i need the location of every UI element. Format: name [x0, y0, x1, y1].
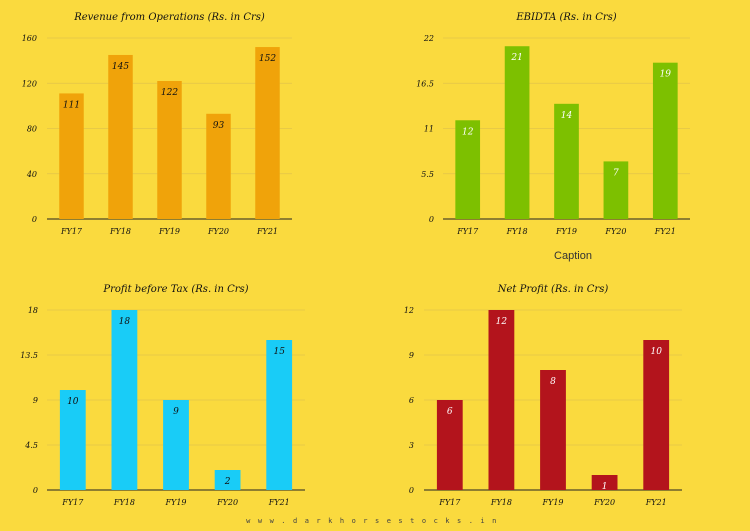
data-label: 9 [173, 407, 179, 417]
footer-url: www.darkhorsestocks.in [246, 517, 504, 525]
bar-fy19 [163, 400, 189, 490]
data-label: 12 [496, 317, 508, 327]
data-label: 122 [161, 88, 178, 98]
y-tick-label: 11 [424, 125, 434, 134]
bar-fy20 [591, 475, 618, 490]
y-tick-label: 9 [33, 396, 38, 405]
x-tick-label: FY18 [490, 498, 512, 507]
y-tick-label: 16.5 [416, 79, 434, 88]
data-label: 1 [602, 482, 608, 492]
y-tick-label: 22 [423, 34, 434, 43]
x-tick-label: FY21 [256, 227, 278, 236]
caption-text: Caption [554, 250, 592, 262]
y-tick-label: 9 [409, 351, 414, 360]
bar-fy20 [603, 161, 629, 219]
x-tick-label: FY20 [593, 498, 615, 507]
data-label: 21 [510, 53, 522, 63]
x-tick-label: FY19 [541, 498, 563, 507]
data-label: 15 [273, 347, 285, 357]
y-tick-label: 0 [429, 215, 434, 224]
x-tick-label: FY17 [60, 227, 83, 236]
y-tick-label: 4.5 [24, 441, 38, 450]
bar-fy19 [157, 80, 182, 219]
x-tick-label: FY18 [113, 498, 135, 507]
bar-fy17 [59, 93, 84, 219]
chart-title: EBIDTA (Rs. in Crs) [515, 12, 616, 23]
x-tick-label: FY17 [438, 498, 461, 507]
x-tick-label: FY20 [207, 227, 229, 236]
data-label: 93 [213, 121, 225, 131]
chart-1: Revenue from Operations (Rs. in Crs) 0 40 8… [22, 12, 292, 236]
chart-title: Profit before Tax (Rs. in Crs) [102, 284, 248, 295]
x-tick-label: FY18 [506, 227, 528, 236]
bar-fy17 [436, 400, 463, 490]
x-tick-label: FY20 [604, 227, 626, 236]
data-label: 12 [462, 127, 474, 137]
bar-fy21 [266, 340, 293, 490]
data-label: 10 [67, 397, 79, 407]
y-tick-label: 0 [33, 486, 38, 495]
x-tick-label: FY17 [61, 498, 84, 507]
bar-fy21 [255, 47, 280, 219]
y-tick-label: 18 [28, 306, 38, 315]
data-label: 145 [112, 62, 129, 72]
y-tick-label: 12 [404, 306, 414, 315]
y-tick-label: 120 [22, 79, 37, 88]
data-label: 8 [550, 377, 556, 387]
data-label: 14 [561, 111, 573, 121]
y-tick-label: 5.5 [421, 170, 434, 179]
x-tick-label: FY21 [645, 498, 667, 507]
bar-fy17 [455, 120, 481, 219]
bar-fy18 [111, 310, 138, 490]
x-tick-label: FY17 [456, 227, 479, 236]
bar-fy18 [488, 310, 515, 490]
bar-fy20 [214, 470, 241, 490]
data-label: 18 [119, 317, 131, 327]
y-tick-label: 80 [27, 125, 37, 134]
bar-fy18 [108, 54, 133, 219]
x-tick-label: FY19 [158, 227, 180, 236]
y-tick-label: 40 [26, 170, 37, 179]
chart-3: Profit before Tax (Rs. in Crs) 0 4.5 9 13.5 1… [20, 284, 305, 507]
x-tick-label: FY18 [109, 227, 131, 236]
y-tick-label: 160 [22, 34, 37, 43]
bar-fy19 [554, 103, 579, 219]
data-label: 6 [447, 407, 453, 417]
bar-fy21 [652, 62, 678, 219]
chart-2: EBIDTA (Rs. in Crs) 0 5.5 11 16.5 22 12 FY17 21 F… [416, 12, 690, 236]
chart-4: Net Profit (Rs. in Crs) 0 3 6 9 12 6 FY17 12 FY18… [404, 284, 682, 507]
bar-fy20 [206, 113, 231, 219]
data-label: 2 [224, 477, 231, 487]
y-tick-label: 0 [409, 486, 414, 495]
bar-fy17 [59, 390, 86, 490]
bar-fy19 [540, 370, 566, 490]
data-label: 152 [259, 54, 276, 64]
x-tick-label: FY19 [555, 227, 577, 236]
chart-title: Net Profit (Rs. in Crs) [497, 284, 609, 295]
y-tick-label: 6 [409, 396, 414, 405]
x-tick-label: FY21 [654, 227, 676, 236]
x-tick-label: FY19 [164, 498, 186, 507]
y-tick-label: 0 [32, 215, 37, 224]
data-label: 7 [613, 168, 619, 178]
bar-fy18 [504, 46, 530, 220]
data-label: 19 [660, 70, 672, 80]
data-label: 10 [650, 347, 662, 357]
data-label: 111 [63, 100, 80, 110]
x-tick-label: FY21 [268, 498, 290, 507]
x-tick-label: FY20 [216, 498, 238, 507]
bar-fy21 [643, 340, 670, 490]
y-tick-label: 3 [409, 441, 414, 450]
y-tick-label: 13.5 [20, 351, 38, 360]
chart-title: Revenue from Operations (Rs. in Crs) [73, 12, 265, 23]
